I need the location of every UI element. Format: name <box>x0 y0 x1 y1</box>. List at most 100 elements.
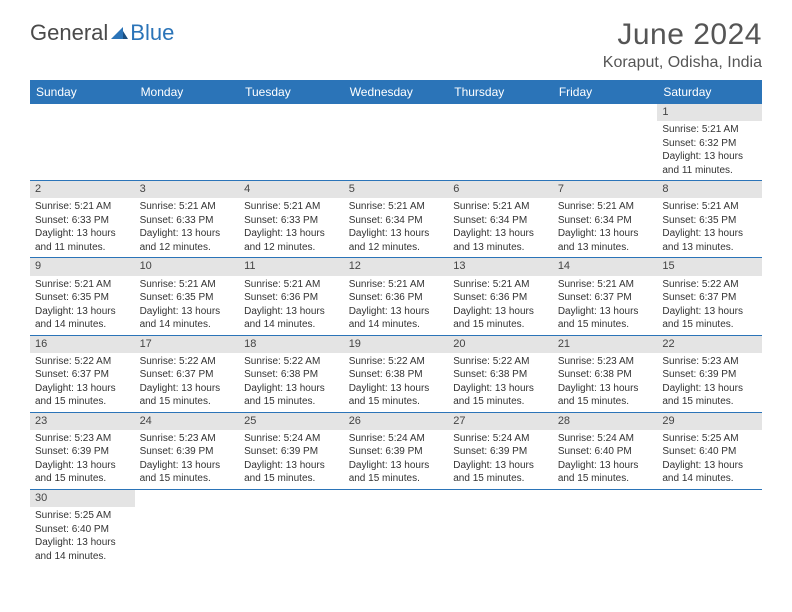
day-number: 1 <box>657 104 762 121</box>
calendar-cell: 27Sunrise: 5:24 AMSunset: 6:39 PMDayligh… <box>448 412 553 489</box>
sunset-text: Sunset: 6:34 PM <box>558 214 653 228</box>
daylight-text: Daylight: 13 hours and 15 minutes. <box>349 459 444 486</box>
calendar-row: 16Sunrise: 5:22 AMSunset: 6:37 PMDayligh… <box>30 335 762 412</box>
day-number-empty <box>448 104 553 121</box>
sunrise-text: Sunrise: 5:22 AM <box>244 355 339 369</box>
sunrise-text: Sunrise: 5:25 AM <box>662 432 757 446</box>
sunrise-text: Sunrise: 5:21 AM <box>35 278 130 292</box>
day-body: Sunrise: 5:25 AMSunset: 6:40 PMDaylight:… <box>30 507 135 566</box>
day-number: 27 <box>448 413 553 430</box>
daylight-text: Daylight: 13 hours and 15 minutes. <box>453 305 548 332</box>
sunrise-text: Sunrise: 5:22 AM <box>453 355 548 369</box>
calendar-cell: 16Sunrise: 5:22 AMSunset: 6:37 PMDayligh… <box>30 335 135 412</box>
day-body: Sunrise: 5:21 AMSunset: 6:33 PMDaylight:… <box>135 198 240 257</box>
calendar-cell <box>239 104 344 181</box>
day-number: 5 <box>344 181 449 198</box>
daylight-text: Daylight: 13 hours and 12 minutes. <box>244 227 339 254</box>
day-number: 22 <box>657 336 762 353</box>
sunrise-text: Sunrise: 5:21 AM <box>662 123 757 137</box>
daylight-text: Daylight: 13 hours and 12 minutes. <box>140 227 235 254</box>
calendar-cell: 3Sunrise: 5:21 AMSunset: 6:33 PMDaylight… <box>135 181 240 258</box>
sunset-text: Sunset: 6:39 PM <box>35 445 130 459</box>
daylight-text: Daylight: 13 hours and 15 minutes. <box>35 382 130 409</box>
day-number-empty <box>448 490 553 507</box>
calendar-cell <box>135 489 240 566</box>
day-number: 14 <box>553 258 658 275</box>
daylight-text: Daylight: 13 hours and 15 minutes. <box>140 459 235 486</box>
calendar-cell: 7Sunrise: 5:21 AMSunset: 6:34 PMDaylight… <box>553 181 658 258</box>
day-number: 26 <box>344 413 449 430</box>
sunset-text: Sunset: 6:36 PM <box>349 291 444 305</box>
day-body: Sunrise: 5:22 AMSunset: 6:37 PMDaylight:… <box>30 353 135 412</box>
day-number: 15 <box>657 258 762 275</box>
sunrise-text: Sunrise: 5:21 AM <box>349 200 444 214</box>
calendar-cell: 18Sunrise: 5:22 AMSunset: 6:38 PMDayligh… <box>239 335 344 412</box>
day-body: Sunrise: 5:22 AMSunset: 6:37 PMDaylight:… <box>135 353 240 412</box>
location-text: Koraput, Odisha, India <box>603 54 762 72</box>
daylight-text: Daylight: 13 hours and 15 minutes. <box>35 459 130 486</box>
daylight-text: Daylight: 13 hours and 12 minutes. <box>349 227 444 254</box>
daylight-text: Daylight: 13 hours and 14 minutes. <box>140 305 235 332</box>
daylight-text: Daylight: 13 hours and 14 minutes. <box>662 459 757 486</box>
day-number: 23 <box>30 413 135 430</box>
calendar-cell: 20Sunrise: 5:22 AMSunset: 6:38 PMDayligh… <box>448 335 553 412</box>
sunset-text: Sunset: 6:39 PM <box>244 445 339 459</box>
calendar-cell <box>657 489 762 566</box>
daylight-text: Daylight: 13 hours and 14 minutes. <box>35 305 130 332</box>
day-number: 17 <box>135 336 240 353</box>
daylight-text: Daylight: 13 hours and 15 minutes. <box>558 459 653 486</box>
sunset-text: Sunset: 6:40 PM <box>662 445 757 459</box>
sunset-text: Sunset: 6:40 PM <box>558 445 653 459</box>
month-title: June 2024 <box>603 18 762 52</box>
daylight-text: Daylight: 13 hours and 14 minutes. <box>244 305 339 332</box>
calendar-cell <box>30 104 135 181</box>
day-number-empty <box>239 490 344 507</box>
calendar-cell: 15Sunrise: 5:22 AMSunset: 6:37 PMDayligh… <box>657 258 762 335</box>
day-number: 16 <box>30 336 135 353</box>
calendar-cell: 9Sunrise: 5:21 AMSunset: 6:35 PMDaylight… <box>30 258 135 335</box>
calendar-cell: 6Sunrise: 5:21 AMSunset: 6:34 PMDaylight… <box>448 181 553 258</box>
sunset-text: Sunset: 6:39 PM <box>453 445 548 459</box>
sunset-text: Sunset: 6:40 PM <box>35 523 130 537</box>
day-number: 4 <box>239 181 344 198</box>
day-body: Sunrise: 5:21 AMSunset: 6:36 PMDaylight:… <box>344 276 449 335</box>
weekday-header: Saturday <box>657 80 762 104</box>
calendar-row: 2Sunrise: 5:21 AMSunset: 6:33 PMDaylight… <box>30 181 762 258</box>
sunrise-text: Sunrise: 5:24 AM <box>244 432 339 446</box>
day-body: Sunrise: 5:24 AMSunset: 6:40 PMDaylight:… <box>553 430 658 489</box>
daylight-text: Daylight: 13 hours and 13 minutes. <box>662 227 757 254</box>
day-number-empty <box>553 490 658 507</box>
daylight-text: Daylight: 13 hours and 11 minutes. <box>662 150 757 177</box>
day-body: Sunrise: 5:22 AMSunset: 6:38 PMDaylight:… <box>344 353 449 412</box>
weekday-header: Thursday <box>448 80 553 104</box>
calendar-table: Sunday Monday Tuesday Wednesday Thursday… <box>30 80 762 566</box>
daylight-text: Daylight: 13 hours and 14 minutes. <box>349 305 444 332</box>
daylight-text: Daylight: 13 hours and 15 minutes. <box>244 459 339 486</box>
daylight-text: Daylight: 13 hours and 13 minutes. <box>453 227 548 254</box>
sunrise-text: Sunrise: 5:22 AM <box>662 278 757 292</box>
sunrise-text: Sunrise: 5:21 AM <box>662 200 757 214</box>
calendar-cell: 22Sunrise: 5:23 AMSunset: 6:39 PMDayligh… <box>657 335 762 412</box>
sunset-text: Sunset: 6:32 PM <box>662 137 757 151</box>
weekday-header: Wednesday <box>344 80 449 104</box>
calendar-cell: 10Sunrise: 5:21 AMSunset: 6:35 PMDayligh… <box>135 258 240 335</box>
calendar-cell: 1 Sunrise: 5:21 AMSunset: 6:32 PMDaylight… <box>657 104 762 181</box>
day-body: Sunrise: 5:21 AMSunset: 6:34 PMDaylight:… <box>344 198 449 257</box>
day-body: Sunrise: 5:24 AMSunset: 6:39 PMDaylight:… <box>448 430 553 489</box>
day-number-empty <box>344 104 449 121</box>
calendar-cell <box>344 104 449 181</box>
day-number: 24 <box>135 413 240 430</box>
calendar-cell: 13Sunrise: 5:21 AMSunset: 6:36 PMDayligh… <box>448 258 553 335</box>
day-number: 25 <box>239 413 344 430</box>
sunrise-text: Sunrise: 5:22 AM <box>35 355 130 369</box>
day-number-empty <box>135 104 240 121</box>
day-body: Sunrise: 5:24 AMSunset: 6:39 PMDaylight:… <box>344 430 449 489</box>
day-number: 2 <box>30 181 135 198</box>
day-number: 19 <box>344 336 449 353</box>
sunset-text: Sunset: 6:33 PM <box>244 214 339 228</box>
calendar-cell <box>239 489 344 566</box>
day-number: 3 <box>135 181 240 198</box>
day-body: Sunrise: 5:22 AMSunset: 6:38 PMDaylight:… <box>239 353 344 412</box>
daylight-text: Daylight: 13 hours and 15 minutes. <box>453 459 548 486</box>
sunrise-text: Sunrise: 5:23 AM <box>558 355 653 369</box>
